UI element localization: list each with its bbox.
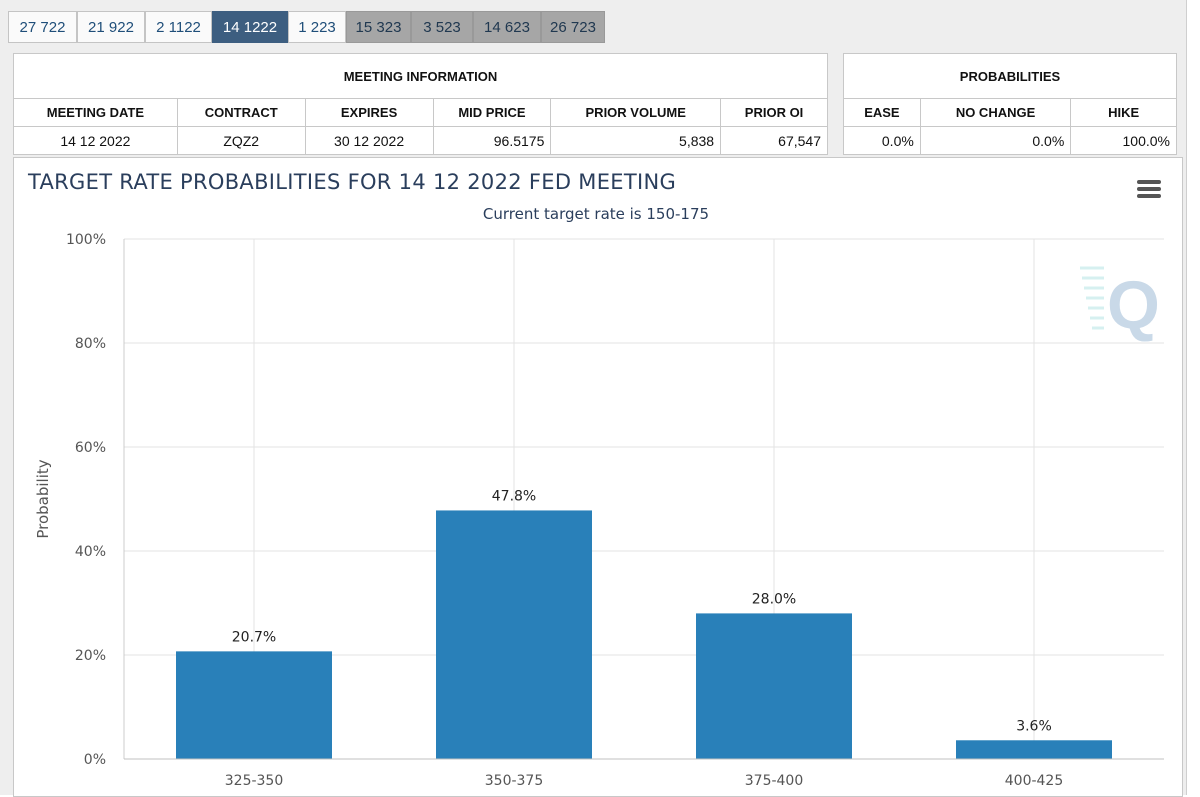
tab-meeting-1[interactable]: 27 722 [8,11,77,43]
tab-meeting-7[interactable]: 3 523 [411,11,473,43]
y-tick-label: 100% [66,232,106,248]
probabilities-table: PROBABILITIES EASE NO CHANGE HIKE 0.0% 0… [843,53,1177,155]
header-expires: EXPIRES [304,98,434,127]
header-no-change: NO CHANGE [919,98,1072,127]
chart-title: TARGET RATE PROBABILITIES FOR 14 12 2022… [28,170,677,194]
tab-meeting-active[interactable]: 14 1222 [212,11,288,43]
bar-350-375 [436,510,592,759]
data-label: 3.6% [1016,718,1052,734]
x-tick-label: 325-350 [225,773,284,789]
ease-value: 0.0% [843,126,921,155]
data-label: 28.0% [752,591,796,607]
chart-subtitle: Current target rate is 150-175 [482,205,710,223]
q-logo-icon: Q [1107,267,1160,343]
header-contract: CONTRACT [176,98,306,127]
tab-meeting-8[interactable]: 14 623 [473,11,541,43]
y-tick-label: 40% [75,544,106,560]
meeting-information-table: MEETING INFORMATION MEETING DATE CONTRAC… [13,53,828,155]
y-tick-label: 0% [84,752,106,768]
bar-375-400 [696,613,852,759]
header-meeting-date: MEETING DATE [13,98,178,127]
chart-panel: TARGET RATE PROBABILITIES FOR 14 12 2022… [13,157,1183,797]
x-tick-label: 375-400 [745,773,804,789]
header-hike: HIKE [1070,98,1177,127]
hike-value: 100.0% [1070,126,1177,155]
tab-meeting-3[interactable]: 2 1122 [145,11,212,43]
x-tick-label: 350-375 [485,773,544,789]
tab-meeting-5[interactable]: 1 223 [288,11,346,43]
header-prior-volume: PRIOR VOLUME [550,98,722,127]
bar-chart: Q 0% 20% 40% 60% 80% 100% 20.7% 325-350 47.8% 350-… [34,232,1164,789]
header-prior-oi: PRIOR OI [720,98,828,127]
header-mid-price: MID PRICE [432,98,552,127]
contract-value: ZQZ2 [176,126,306,155]
data-label: 20.7% [232,629,276,645]
meeting-date-value: 14 12 2022 [13,126,178,155]
y-tick-label: 20% [75,648,106,664]
data-label: 47.8% [492,488,536,504]
y-axis-title: Probability [34,459,52,538]
header-ease: EASE [843,98,921,127]
no-change-value: 0.0% [919,126,1072,155]
x-tick-label: 400-425 [1005,773,1064,789]
y-tick-label: 80% [75,336,106,352]
mid-price-value: 96.5175 [432,126,552,155]
tab-meeting-9[interactable]: 26 723 [541,11,605,43]
y-tick-label: 60% [75,440,106,456]
probabilities-title: PROBABILITIES [843,53,1177,99]
prior-oi-value: 67,547 [720,126,828,155]
meeting-information-title: MEETING INFORMATION [13,53,828,99]
tab-meeting-2[interactable]: 21 922 [77,11,145,43]
prior-volume-value: 5,838 [550,126,722,155]
hamburger-menu-icon[interactable] [1137,180,1161,200]
bar-325-350 [176,651,332,759]
tab-meeting-6[interactable]: 15 323 [346,11,411,43]
expires-value: 30 12 2022 [304,126,434,155]
bar-400-425 [956,740,1112,759]
